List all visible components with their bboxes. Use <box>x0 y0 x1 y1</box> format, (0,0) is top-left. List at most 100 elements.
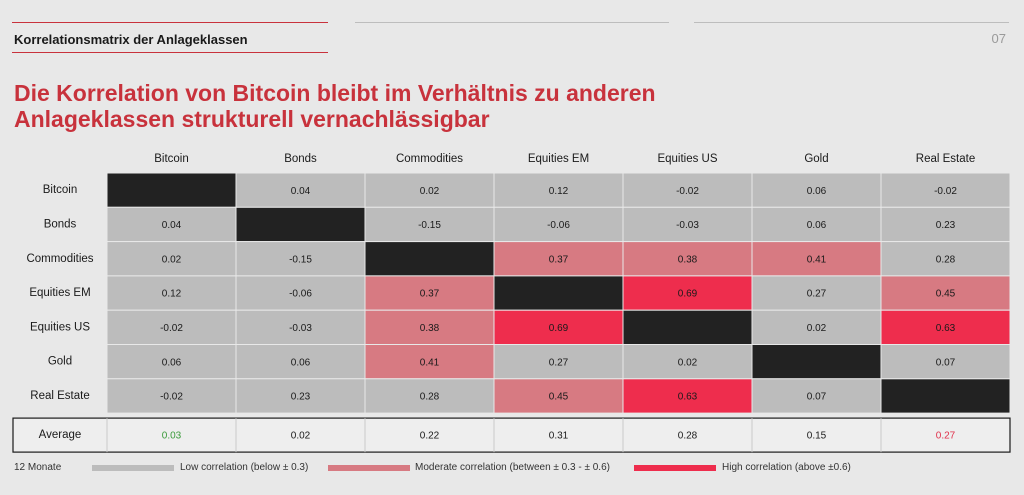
matrix-cell <box>235 241 366 277</box>
matrix-cell <box>364 275 495 311</box>
matrix-cell <box>751 344 882 380</box>
average-value: 0.27 <box>936 431 956 442</box>
header-rule <box>355 22 669 23</box>
cell-value: 0.02 <box>678 357 698 368</box>
average-row-frame <box>12 417 1011 453</box>
average-value: 0.31 <box>549 431 569 442</box>
matrix-cell <box>235 378 366 414</box>
legend-label-moderate: Moderate correlation (between ± 0.3 - ± … <box>415 462 610 473</box>
column-header: Bonds <box>284 153 317 165</box>
cell-value: 0.45 <box>549 392 569 403</box>
average-value: 0.28 <box>678 431 698 442</box>
matrix-cell <box>364 378 495 414</box>
cell-value: 0.04 <box>291 186 311 197</box>
cell-value: 0.37 <box>549 254 569 265</box>
matrix-cell <box>235 275 366 311</box>
matrix-cell <box>106 309 237 346</box>
cell-value: 0.06 <box>162 357 182 368</box>
matrix-cell <box>106 241 237 277</box>
matrix-cell <box>493 378 624 414</box>
matrix-cell <box>493 309 624 346</box>
matrix-cell <box>622 309 753 346</box>
row-header: Commodities <box>26 253 93 265</box>
matrix-cell <box>493 344 624 380</box>
column-header: Equities US <box>657 153 717 165</box>
cell-value: 0.28 <box>936 254 956 265</box>
column-header: Gold <box>804 153 828 165</box>
legend-swatch-moderate <box>328 465 410 471</box>
cell-value: -0.02 <box>160 392 183 403</box>
matrix-cell <box>622 172 753 208</box>
matrix-cell <box>364 241 495 277</box>
cell-value: 0.12 <box>549 186 569 197</box>
cell-value: 0.37 <box>420 289 440 300</box>
column-header: Equities EM <box>528 153 589 165</box>
cell-value: 0.38 <box>678 254 698 265</box>
matrix-cell <box>622 275 753 311</box>
column-header: Bitcoin <box>154 153 189 165</box>
cell-value: 0.02 <box>420 186 440 197</box>
cell-value: 0.02 <box>807 323 827 334</box>
cell-value: 0.06 <box>807 220 827 231</box>
cell-value: 0.23 <box>936 220 956 231</box>
cell-value: 0.04 <box>162 220 182 231</box>
cell-value: 0.38 <box>420 323 440 334</box>
column-header: Commodities <box>396 153 463 165</box>
matrix-cell <box>751 378 882 414</box>
matrix-cell <box>364 344 495 380</box>
matrix-cell <box>493 241 624 277</box>
header-rule <box>694 22 1009 23</box>
cell-value: 0.12 <box>162 289 182 300</box>
cell-value: -0.02 <box>934 186 957 197</box>
matrix-cell <box>880 241 1011 277</box>
legend-label-low: Low correlation (below ± 0.3) <box>180 462 309 473</box>
cell-value: -0.03 <box>289 323 312 334</box>
matrix-cell <box>751 309 882 346</box>
cell-value: -0.06 <box>289 289 312 300</box>
row-header: Equities EM <box>29 287 90 299</box>
matrix-cell <box>235 172 366 208</box>
column-header: Real Estate <box>916 153 975 165</box>
cell-value: 0.27 <box>807 289 827 300</box>
cell-value: 0.02 <box>162 254 182 265</box>
cell-value: 0.63 <box>936 323 956 334</box>
cell-value: -0.02 <box>676 186 699 197</box>
legend-swatch-low <box>92 465 174 471</box>
headline-line-2: Anlageklassen strukturell vernachlässigb… <box>14 106 490 132</box>
row-header: Bonds <box>44 218 77 230</box>
cell-value: -0.03 <box>676 220 699 231</box>
row-header: Gold <box>48 356 72 368</box>
cell-value: 0.27 <box>549 357 569 368</box>
matrix-cell <box>364 172 495 208</box>
cell-value: 0.69 <box>678 289 698 300</box>
cell-value: 0.06 <box>291 357 311 368</box>
matrix-cell <box>235 206 366 243</box>
cell-value: 0.23 <box>291 392 311 403</box>
average-value: 0.15 <box>807 431 827 442</box>
matrix-cell <box>880 206 1011 243</box>
cell-value: 0.41 <box>420 357 440 368</box>
cell-value: -0.06 <box>547 220 570 231</box>
section-title: Korrelationsmatrix der Anlageklassen <box>14 32 248 47</box>
cell-value: 0.69 <box>549 323 569 334</box>
matrix-cell <box>493 206 624 243</box>
header-rule-accent <box>12 22 328 23</box>
legend-label-high: High correlation (above ±0.6) <box>722 462 851 473</box>
cell-value: 0.07 <box>936 357 956 368</box>
row-header: Real Estate <box>30 390 89 402</box>
headline-line-1: Die Korrelation von Bitcoin bleibt im Ve… <box>14 80 656 106</box>
cell-value: 0.45 <box>936 289 956 300</box>
average-value: 0.02 <box>291 431 311 442</box>
matrix-cell <box>106 172 237 208</box>
cell-value: 0.06 <box>807 186 827 197</box>
matrix-cell <box>880 344 1011 380</box>
matrix-cell <box>106 378 237 414</box>
cell-value: -0.02 <box>160 323 183 334</box>
cell-value: 0.07 <box>807 392 827 403</box>
cell-value: 0.63 <box>678 392 698 403</box>
matrix-cell <box>622 206 753 243</box>
page-number: 07 <box>991 31 1006 46</box>
headline: Die Korrelation von Bitcoin bleibt im Ve… <box>14 80 734 132</box>
matrix-cell <box>622 241 753 277</box>
